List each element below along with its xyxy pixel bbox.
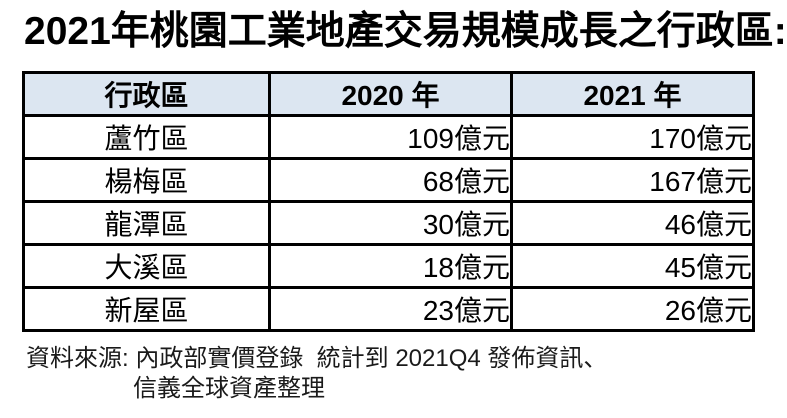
page: 2021年桃園工業地產交易規模成長之行政區: 行政區 2020 年 2021 年… <box>0 8 787 418</box>
table-row: 大溪區 18億元 45億元 <box>22 243 755 289</box>
value-2020-cell: 109億元 <box>268 114 513 160</box>
table-header-2021: 2021 年 <box>510 71 755 117</box>
table-row: 楊梅區 68億元 167億元 <box>22 157 755 203</box>
source-note: 資料來源: 內政部實價登錄 統計到 2021Q4 發佈資訊、 信義全球資產整理 <box>26 344 787 404</box>
value-2020-cell: 68億元 <box>268 157 513 203</box>
district-growth-table: 行政區 2020 年 2021 年 蘆竹區 109億元 170億元 楊梅區 68… <box>22 71 755 332</box>
value-2021-cell: 45億元 <box>510 243 755 289</box>
table-header-2020: 2020 年 <box>268 71 513 117</box>
value-2020-cell: 18億元 <box>268 243 513 289</box>
value-2021-cell: 46億元 <box>510 200 755 246</box>
page-title: 2021年桃園工業地產交易規模成長之行政區: <box>24 10 787 53</box>
source-line-2: 信義全球資產整理 <box>133 375 325 402</box>
value-2020-cell: 30億元 <box>268 200 513 246</box>
district-cell: 龍潭區 <box>22 200 271 246</box>
table-row: 新屋區 23億元 26億元 <box>22 286 755 332</box>
value-2021-cell: 167億元 <box>510 157 755 203</box>
district-cell: 大溪區 <box>22 243 271 289</box>
value-2021-cell: 170億元 <box>510 114 755 160</box>
district-cell: 新屋區 <box>22 286 271 332</box>
table-row: 龍潭區 30億元 46億元 <box>22 200 755 246</box>
district-cell: 蘆竹區 <box>22 114 271 160</box>
table-row: 蘆竹區 109億元 170億元 <box>22 114 755 160</box>
table-header-row: 行政區 2020 年 2021 年 <box>22 71 755 117</box>
value-2020-cell: 23億元 <box>268 286 513 332</box>
value-2021-cell: 26億元 <box>510 286 755 332</box>
table-header-district: 行政區 <box>22 71 271 117</box>
district-cell: 楊梅區 <box>22 157 271 203</box>
source-line-1: 資料來源: 內政部實價登錄 統計到 2021Q4 發佈資訊、 <box>26 345 608 372</box>
